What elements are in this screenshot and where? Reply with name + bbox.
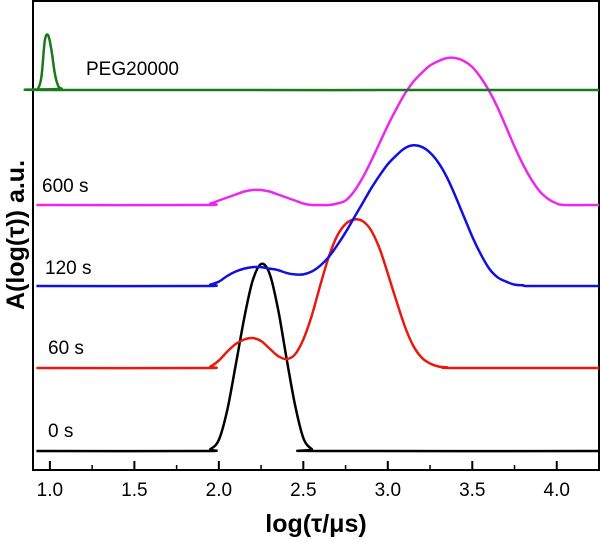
series-label: 600 s	[42, 176, 88, 197]
series-line-600-s	[36, 56, 600, 207]
x-axis-label: log(τ/μs)	[265, 510, 366, 538]
x-tick-label: 1.0	[37, 480, 63, 501]
curve-labels-group: 0 s 60 s 120 s 600 s PEG20000	[42, 59, 179, 442]
x-tick-label: 4.0	[544, 480, 570, 501]
plot-frame	[32, 0, 600, 471]
series-line-peg20000	[23, 33, 600, 92]
series-line-120-s	[36, 144, 600, 288]
x-tick-label: 2.0	[206, 480, 232, 501]
curves-group	[23, 33, 600, 453]
series-label: 0 s	[48, 421, 73, 442]
series-label: 60 s	[48, 338, 84, 359]
series-line-60-s	[36, 218, 600, 370]
x-tick-label: 2.5	[290, 480, 316, 501]
y-axis-label: A(log(τ)) a.u.	[2, 160, 30, 310]
series-line-0-s	[36, 262, 600, 453]
x-axis-ticks: 1.0 1.5 2.0 2.5 3.0 3.5 4.0	[37, 461, 570, 501]
x-tick-label: 1.5	[121, 480, 147, 501]
series-label: 120 s	[45, 258, 91, 279]
x-tick-label: 3.5	[459, 480, 485, 501]
series-label: PEG20000	[86, 59, 179, 80]
x-tick-label: 3.0	[375, 480, 401, 501]
